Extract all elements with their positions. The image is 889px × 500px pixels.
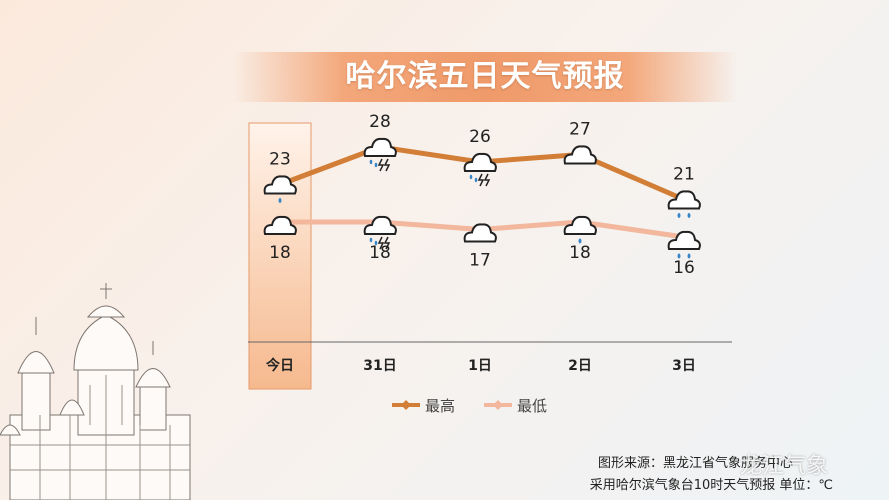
data-label-high: 26 xyxy=(469,127,491,147)
data-label-high: 28 xyxy=(369,112,391,132)
shower-icon xyxy=(563,215,597,244)
legend-marker xyxy=(401,400,411,410)
rain-icon xyxy=(667,190,701,218)
x-tick-label: 1日 xyxy=(468,358,492,374)
highlight-column xyxy=(248,122,312,390)
forecast-note: 采用哈尔滨气象台10时天气预报 单位：℃ xyxy=(589,478,833,493)
thunderstorm-icon xyxy=(363,215,397,250)
cloudy-icon xyxy=(263,215,297,235)
data-label-high: 21 xyxy=(673,165,695,185)
x-tick-label: 3日 xyxy=(672,358,696,374)
legend-label: 最低 xyxy=(517,397,547,415)
title-banner xyxy=(233,52,737,102)
x-tick-label: 今日 xyxy=(265,357,294,374)
cloudy-icon xyxy=(563,145,597,165)
legend-label: 最高 xyxy=(425,397,455,415)
thunderstorm-icon xyxy=(463,152,497,187)
x-tick-label: 31日 xyxy=(363,358,396,374)
data-label-high: 27 xyxy=(569,120,591,140)
thunderstorm-icon xyxy=(363,137,397,172)
cloudy-icon xyxy=(463,223,497,243)
data-label-low: 18 xyxy=(569,243,591,263)
shower-icon xyxy=(263,175,297,203)
data-label-low: 18 xyxy=(369,243,391,263)
data-label-low: 17 xyxy=(469,251,491,271)
data-label-high: 23 xyxy=(269,150,291,170)
data-label-low: 16 xyxy=(673,258,695,278)
data-label-low: 18 xyxy=(269,243,291,263)
x-tick-label: 2日 xyxy=(568,358,592,374)
chart-title: 哈尔滨五日天气预报 xyxy=(345,59,625,94)
rain-icon xyxy=(667,230,701,259)
legend-marker xyxy=(493,400,503,410)
watermark: 龙江气象 xyxy=(740,454,829,479)
cathedral-illustration xyxy=(0,283,191,500)
source-note: 图形来源：黑龙江省气象服务中心 xyxy=(597,456,793,471)
